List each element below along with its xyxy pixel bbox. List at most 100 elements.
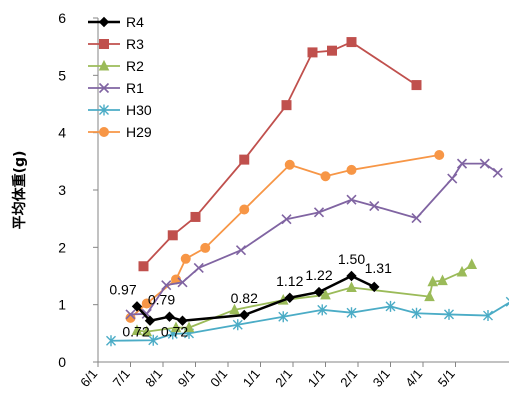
data-point [385,300,396,312]
x-tick-label: 1/1 [305,366,328,389]
data-point [148,334,159,346]
x-tick-label: 5/1 [435,366,458,389]
data-point [483,310,493,322]
data-point [327,45,337,56]
legend-marker [98,82,110,94]
data-point [346,281,357,292]
series-r1 [125,158,503,320]
data-point [346,37,357,48]
legend-label: R3 [126,36,144,52]
data-point [437,274,448,286]
data-point [229,303,240,315]
legend-item-r4: R4 [88,14,144,30]
series-line [142,41,417,267]
legend-marker [99,104,109,116]
data-point [369,281,380,293]
data-point [466,258,478,270]
x-tick-label: 1/1 [240,366,263,389]
data-point [167,230,178,241]
data-point [284,159,295,170]
data-point [492,167,503,178]
data-point [307,47,318,58]
data-point [141,325,153,337]
axes: 0 1 2 3 4 5 6 6/1 7/1 8/1 9/1 0/1 1/1 2/1 1/1 2/1 3/1 4/1… [11,10,509,390]
data-point [177,277,188,288]
data-point [190,211,201,222]
legend-item-r1: R1 [88,80,144,96]
series-r4 [131,270,380,326]
data-point [141,298,152,309]
data-label: 0.82 [231,290,258,306]
x-tick-label: 4/1 [402,366,425,389]
data-point [161,280,172,291]
data-point [239,309,250,321]
x-tick-label: 3/1 [370,366,393,389]
data-point [346,194,357,205]
data-label: 1.22 [305,267,332,283]
data-point [144,315,156,326]
data-point [456,265,468,277]
y-axis-label: 平均体重(g) [11,151,28,230]
legend-item-h30: H30 [88,102,152,118]
data-point [447,173,458,184]
data-point [239,154,250,165]
x-tick-label: 6/1 [77,366,100,389]
legend-marker [99,39,109,49]
x-tick-label: 0/1 [207,366,230,389]
data-point [138,261,149,272]
data-point [411,307,422,319]
data-point [346,270,357,282]
y-tick-label: 1 [58,297,66,313]
data-label: 1.50 [338,251,365,267]
legend-marker [99,127,109,137]
series-line [136,263,473,333]
data-point [164,311,175,322]
y-tick-label: 3 [58,182,66,198]
data-point [278,311,289,323]
data-point [346,307,357,319]
data-point [313,207,325,218]
data-label: 0.97 [109,281,136,297]
data-point [424,290,435,302]
data-label: 0.72 [161,324,188,340]
legend-item-r2: R2 [88,58,144,74]
x-tick-label: 2/1 [272,366,295,389]
x-tick-label: 8/1 [142,366,165,389]
data-point [346,164,357,175]
legend: R4 R3 R2 R1 H30 H29 [88,14,152,140]
data-point [320,288,331,300]
legend-item-r3: R3 [88,36,144,52]
legend-marker [98,59,110,71]
y-tick-label: 0 [58,354,66,370]
legend-label: R2 [126,58,144,74]
legend-label: H29 [126,124,152,140]
series-layer [106,37,509,347]
series-r2 [131,258,478,337]
legend-label: R1 [126,80,144,96]
data-point [320,171,331,182]
y-tick-label: 2 [58,239,66,255]
data-point [177,315,188,326]
x-tick-label: 2/1 [337,366,360,389]
data-point [170,321,182,333]
data-point [444,308,454,320]
data-labels: 0.97 0.72 0.79 0.72 0.82 1.12 1.22 1.501.31 [109,251,392,340]
data-point [125,309,136,320]
data-point [434,150,445,161]
data-point [239,204,250,215]
data-point [456,158,468,169]
legend-label: H30 [126,102,152,118]
data-point [313,286,325,298]
data-point [281,100,292,111]
legend-label: R4 [126,14,144,30]
data-point [281,214,292,225]
data-point [131,301,143,312]
legend-item-h29: H29 [88,124,152,140]
series-r3 [138,37,422,272]
data-point [200,242,211,253]
x-tick-label: 7/1 [110,366,133,389]
y-tick-label: 5 [58,67,66,83]
data-label: 1.31 [365,260,392,276]
data-label: 0.72 [122,324,149,340]
